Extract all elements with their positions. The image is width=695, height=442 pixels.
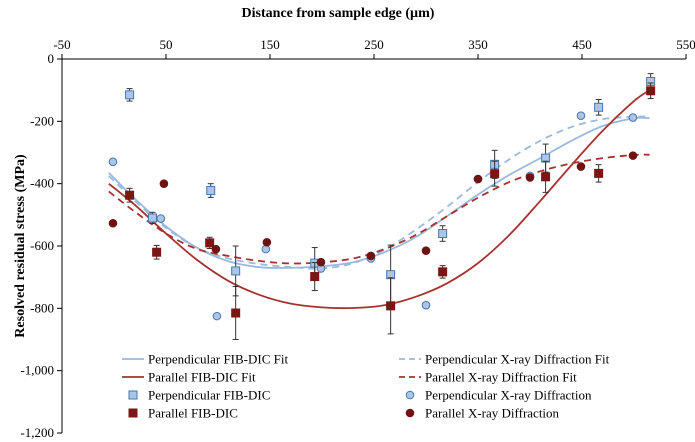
axes: -50 50 150 250 350 450 550 0 -200 -400 -600 -800 -1,… [20,37,695,440]
legend-item: Perpendicular FIB-DIC Fit [122,352,288,367]
x-tick-label: 50 [160,37,173,52]
legend-item: Parallel FIB-DIC [128,406,238,421]
legend-item: Parallel FIB-DIC Fit [122,370,256,385]
x-tick-label: 450 [572,37,592,52]
legend-item: Parallel X-ray Diffraction Fit [399,370,577,385]
legend-swatch [405,408,415,418]
data-point [211,244,221,254]
data-point [646,86,656,96]
data-point [421,300,431,310]
data-point [541,172,551,182]
x-tick-label: 150 [260,37,280,52]
data-point [205,238,215,248]
fit-line [108,115,650,270]
legend-label: Parallel X-ray Diffraction [425,406,560,421]
data-point [421,246,431,255]
y-tick-label: -600 [30,238,54,253]
y-tick-label: -1,200 [20,425,54,440]
data-point [156,214,166,223]
data-point [310,272,320,282]
fit-line [108,153,650,265]
legend: Perpendicular FIB-DIC Fit Perpendicular X… [122,352,610,421]
data-point [159,179,169,188]
data-point [147,213,157,223]
x-tick-label: 250 [364,37,384,52]
data-point [473,174,483,184]
legend-label: Perpendicular X-ray Diffraction [425,388,592,403]
y-tick-label: 0 [48,51,55,66]
data-point [125,190,135,200]
data-point [576,111,586,121]
data-point [316,257,326,267]
fit-line [108,89,651,310]
plot-area [108,73,656,340]
legend-item: Perpendicular X-ray Diffraction Fit [399,352,610,367]
y-tick-label: -400 [30,176,54,191]
legend-label: Perpendicular X-ray Diffraction Fit [425,352,610,367]
data-point [438,267,448,277]
y-tick-label: -1,000 [20,363,54,378]
y-tick-label: -800 [30,300,54,315]
x-tick-label: 550 [676,37,695,52]
data-point [386,301,396,311]
legend-item: Parallel X-ray Diffraction [405,406,560,421]
x-tick-label: 350 [468,37,488,52]
legend-label: Parallel FIB-DIC Fit [148,370,256,385]
y-tick-label: -200 [30,113,54,128]
data-point [628,151,638,160]
data-point [490,169,500,179]
legend-item: Perpendicular X-ray Diffraction [405,388,592,403]
legend-swatch [405,390,415,400]
legend-swatch [128,408,138,418]
data-point [108,157,118,167]
x-axis-title: Distance from sample edge (µm) [242,6,435,21]
y-axis-title: Resolved residual stress (MPa) [13,154,28,338]
data-point [206,186,216,196]
data-point [366,251,376,261]
legend-label: Parallel X-ray Diffraction Fit [425,370,577,385]
legend-label: Perpendicular FIB-DIC Fit [148,352,288,367]
legend-label: Parallel FIB-DIC [148,406,238,421]
data-point [594,168,604,178]
data-point [108,218,118,228]
data-point [525,173,535,182]
data-point [262,237,272,247]
data-point [576,162,586,171]
data-point [152,247,162,257]
data-point [231,266,241,276]
data-point [438,229,448,239]
data-point [261,244,271,254]
data-point [231,308,241,318]
legend-item: Perpendicular FIB-DIC [128,388,270,403]
legend-label: Perpendicular FIB-DIC [148,388,270,403]
x-tick-label: -50 [53,37,70,52]
data-point [594,102,604,112]
data-point [628,113,638,122]
legend-swatch [128,390,138,400]
data-point [212,311,222,321]
data-point [125,90,135,100]
